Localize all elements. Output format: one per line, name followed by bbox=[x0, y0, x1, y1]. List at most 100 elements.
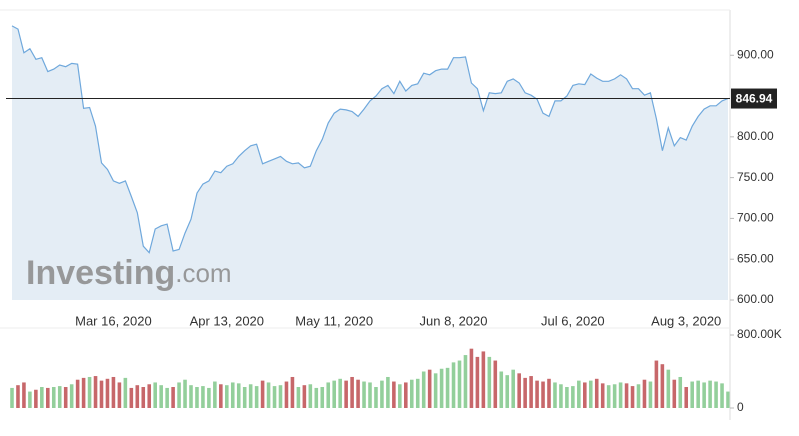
x-tick-label: Aug 3, 2020 bbox=[651, 313, 721, 328]
volume-bar bbox=[606, 385, 611, 408]
y-tick-label: 900.00 bbox=[737, 47, 774, 61]
volume-bar bbox=[350, 376, 354, 408]
volume-bar bbox=[398, 384, 402, 408]
volume-bar bbox=[308, 384, 313, 408]
volume-y-tick-label: 0 bbox=[737, 400, 744, 414]
volume-bar bbox=[547, 378, 551, 408]
volume-bar bbox=[439, 368, 444, 408]
volume-bar bbox=[421, 371, 426, 408]
price-area bbox=[12, 25, 728, 301]
volume-bar bbox=[511, 369, 515, 408]
volume-bar bbox=[10, 387, 14, 408]
volume-bar bbox=[266, 382, 271, 408]
volume-bar bbox=[314, 387, 319, 408]
volume-bar bbox=[612, 384, 617, 408]
volume-bar bbox=[177, 382, 181, 408]
volume-bar bbox=[469, 348, 474, 408]
volume-bar bbox=[344, 380, 348, 408]
volume-bar bbox=[189, 385, 193, 408]
volume-bar bbox=[642, 379, 647, 408]
volume-bar bbox=[123, 377, 128, 408]
volume-bar bbox=[475, 356, 480, 408]
volume-bar bbox=[69, 384, 74, 408]
volume-bar bbox=[636, 384, 641, 408]
volume-bar bbox=[338, 378, 342, 408]
volume-bar bbox=[415, 378, 420, 408]
volume-bar bbox=[660, 364, 665, 408]
volume-bar bbox=[28, 391, 32, 408]
volume-bar bbox=[260, 380, 265, 408]
volume-bar bbox=[577, 380, 581, 408]
volume-bar bbox=[22, 382, 26, 408]
volume-bar bbox=[714, 381, 718, 408]
volume-bar bbox=[702, 382, 706, 408]
volume-bar bbox=[16, 385, 20, 408]
volume-bar bbox=[630, 386, 635, 408]
volume-bar bbox=[302, 385, 307, 408]
volume-bar bbox=[254, 386, 259, 408]
volume-bar bbox=[481, 351, 486, 408]
y-tick-label: 600.00 bbox=[737, 292, 774, 306]
volume-bar bbox=[409, 379, 414, 408]
volume-bar bbox=[111, 376, 116, 408]
volume-bar bbox=[594, 378, 599, 408]
volume-bar bbox=[648, 381, 653, 408]
volume-bar bbox=[99, 380, 104, 408]
y-tick-label: 800.00 bbox=[737, 129, 774, 143]
y-tick-label: 750.00 bbox=[737, 170, 774, 184]
volume-bar bbox=[678, 376, 683, 408]
volume-bar bbox=[666, 369, 671, 408]
volume-bar bbox=[147, 384, 152, 408]
volume-bar bbox=[87, 376, 92, 408]
x-tick-label: Mar 16, 2020 bbox=[75, 313, 152, 328]
volume-bar bbox=[445, 367, 450, 408]
volume-bar bbox=[517, 373, 521, 408]
volume-bar bbox=[535, 380, 539, 408]
volume-bar bbox=[165, 387, 169, 408]
volume-bar bbox=[57, 386, 62, 408]
volume-bar bbox=[565, 387, 569, 408]
volume-bar bbox=[320, 387, 325, 408]
volume-bar bbox=[332, 380, 336, 408]
y-tick-label: 650.00 bbox=[737, 251, 774, 265]
volume-bar bbox=[284, 381, 289, 408]
volume-bar bbox=[195, 387, 199, 408]
volume-bar bbox=[386, 376, 390, 408]
volume-bar bbox=[600, 383, 605, 408]
last-price-label: 846.94 bbox=[736, 92, 773, 106]
volume-bar bbox=[433, 373, 438, 408]
volume-bar bbox=[362, 381, 366, 408]
volume-bar bbox=[505, 375, 510, 408]
volume-bar bbox=[708, 380, 712, 408]
volume-bar bbox=[499, 371, 504, 408]
volume-bar bbox=[726, 391, 730, 408]
volume-bar bbox=[463, 355, 468, 408]
volume-bar bbox=[272, 386, 277, 408]
volume-bar bbox=[624, 383, 629, 408]
volume-bar bbox=[720, 383, 724, 408]
volume-bar bbox=[105, 378, 110, 408]
volume-bar bbox=[153, 382, 157, 408]
volume-bar bbox=[618, 382, 623, 408]
watermark-suffix: .com bbox=[175, 258, 231, 288]
volume-bar bbox=[380, 380, 384, 408]
volume-bar bbox=[523, 377, 527, 408]
volume-bar bbox=[588, 380, 593, 408]
volume-bar bbox=[356, 379, 360, 408]
volume-bar bbox=[75, 379, 80, 408]
volume-bar bbox=[684, 387, 689, 408]
x-tick-label: Apr 13, 2020 bbox=[190, 313, 264, 328]
volume-bar bbox=[404, 382, 408, 408]
volume-bar bbox=[427, 369, 432, 408]
volume-bar bbox=[487, 356, 492, 408]
volume-bar bbox=[392, 381, 396, 408]
volume-bar bbox=[171, 387, 175, 408]
volume-bar bbox=[374, 387, 378, 408]
volume-bar bbox=[368, 382, 372, 408]
volume-bar bbox=[529, 376, 533, 408]
volume-bar bbox=[541, 381, 545, 408]
volume-bar bbox=[242, 387, 247, 408]
volume-bar bbox=[46, 387, 50, 408]
x-tick-label: Jul 6, 2020 bbox=[541, 313, 605, 328]
volume-bar bbox=[34, 389, 38, 408]
